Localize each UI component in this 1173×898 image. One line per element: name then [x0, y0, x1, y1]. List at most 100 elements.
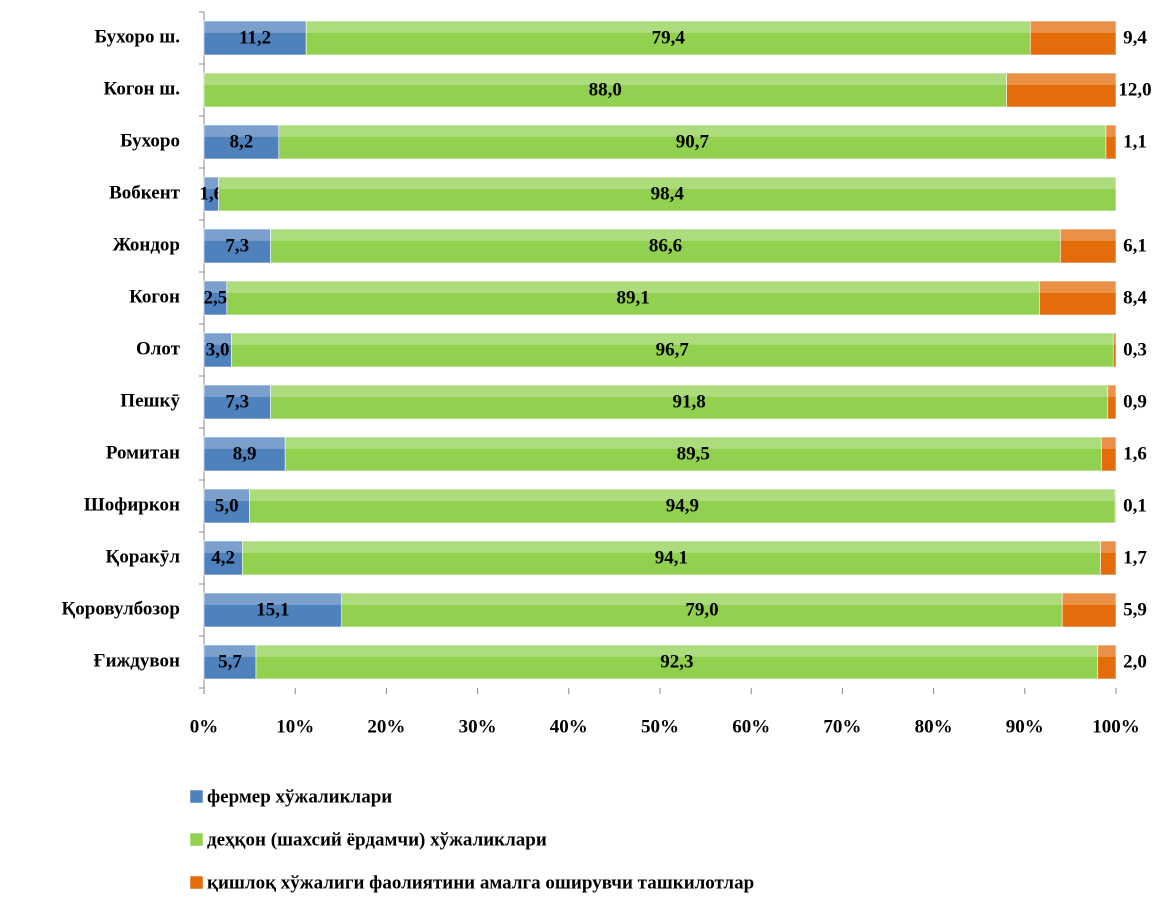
bar-segment — [203, 488, 250, 524]
legend-swatch — [189, 875, 204, 890]
x-tick-label: 90% — [1006, 716, 1044, 737]
bar-highlight — [1062, 593, 1116, 605]
bar-segment — [203, 540, 243, 576]
bar-segment — [1060, 228, 1117, 264]
bar-highlight — [204, 385, 271, 397]
bar-highlight — [285, 437, 1102, 449]
x-tick-label: 50% — [641, 716, 679, 737]
data-label: 15,1 — [256, 599, 289, 620]
data-label: 94,9 — [666, 495, 699, 516]
data-label: 0,1 — [1123, 495, 1147, 516]
data-label: 79,4 — [652, 27, 686, 48]
bar-segment — [1039, 280, 1117, 316]
x-tick-label: 40% — [550, 716, 588, 737]
data-label: 92,3 — [660, 651, 693, 672]
x-tick-label: 20% — [367, 716, 405, 737]
y-tick-label: Когон ш. — [104, 78, 180, 99]
bar-segment — [341, 592, 1063, 628]
bar-segment — [255, 644, 1099, 680]
data-label: 89,1 — [616, 287, 649, 308]
bar-segment — [270, 384, 1109, 420]
bar-highlight — [341, 593, 1063, 605]
data-label: 4,2 — [211, 547, 235, 568]
y-tick-label: Ромитан — [106, 442, 180, 463]
bar-highlight — [1030, 21, 1116, 33]
y-tick-label: Когон — [129, 286, 180, 307]
data-label: 96,7 — [656, 339, 690, 360]
bar-highlight — [218, 177, 1117, 189]
data-label: 7,3 — [225, 391, 249, 412]
bar-segment — [203, 644, 257, 680]
x-tick-label: 30% — [459, 716, 497, 737]
bar-highlight — [204, 541, 243, 553]
data-label: 12,0 — [1118, 79, 1151, 100]
data-label: 0,9 — [1123, 391, 1147, 412]
data-label: 3,0 — [206, 339, 230, 360]
data-label: 1,6 — [199, 183, 223, 204]
bar-highlight — [1115, 489, 1116, 501]
y-tick-label: Бухоро — [120, 130, 180, 151]
data-label: 89,5 — [677, 443, 710, 464]
x-tick-label: 70% — [823, 716, 861, 737]
bar-segment — [231, 332, 1114, 368]
data-label: 7,3 — [225, 235, 249, 256]
bar-segment — [1101, 436, 1117, 472]
bar-highlight — [204, 281, 227, 293]
data-label: 8,9 — [233, 443, 257, 464]
bar-highlight — [231, 333, 1114, 345]
data-label: 86,6 — [649, 235, 682, 256]
bar-segment — [1107, 384, 1117, 420]
data-label: 2,0 — [1123, 651, 1147, 672]
legend-swatch — [189, 789, 204, 804]
bar-highlight — [1100, 541, 1116, 553]
bar-segment — [203, 20, 307, 56]
bar-highlight — [278, 125, 1106, 137]
bar-segment — [1006, 72, 1117, 108]
data-label: 8,4 — [1123, 287, 1147, 308]
bar-highlight — [1039, 281, 1116, 293]
bar-highlight — [226, 281, 1040, 293]
bar-segment — [1100, 540, 1117, 576]
bar-segment — [1105, 124, 1117, 160]
y-tick-label: Қоровулбозор — [61, 598, 180, 619]
bar-highlight — [1107, 385, 1116, 397]
bar-highlight — [204, 437, 286, 449]
bar-highlight — [204, 177, 219, 189]
bar-highlight — [204, 125, 279, 137]
data-label: 0,3 — [1123, 339, 1147, 360]
y-tick-label: Бухоро ш. — [95, 26, 180, 47]
bar-highlight — [1060, 229, 1116, 241]
bar-segment — [203, 72, 1007, 108]
y-tick-label: Пешкӯ — [120, 390, 180, 411]
bar-segment — [203, 228, 271, 264]
bar-highlight — [204, 21, 307, 33]
bar-segment — [278, 124, 1107, 160]
data-label: 94,1 — [655, 547, 688, 568]
bar-highlight — [1105, 125, 1116, 137]
x-tick-label: 60% — [732, 716, 770, 737]
bar-highlight — [242, 541, 1101, 553]
bar-highlight — [270, 229, 1061, 241]
bar-segment — [1097, 644, 1117, 680]
data-label: 91,8 — [673, 391, 706, 412]
bar-highlight — [1113, 333, 1116, 345]
data-label: 1,6 — [1123, 443, 1147, 464]
bar-highlight — [270, 385, 1108, 397]
bar-segment — [218, 176, 1117, 212]
y-tick-label: Жондор — [113, 234, 180, 255]
data-label: 6,1 — [1123, 235, 1147, 256]
bar-highlight — [204, 489, 250, 501]
bar-segment — [1114, 488, 1117, 524]
data-label: 5,7 — [218, 651, 242, 672]
bar-highlight — [1006, 73, 1116, 85]
x-tick-label: 100% — [1092, 716, 1140, 737]
bar-segment — [203, 436, 286, 472]
data-label: 11,2 — [239, 27, 271, 48]
bar-segment — [203, 124, 280, 160]
bar-highlight — [255, 645, 1098, 657]
bar-segment — [284, 436, 1102, 472]
bar-highlight — [306, 21, 1031, 33]
bar-segment — [203, 332, 232, 368]
y-tick-label: Ғиждувон — [93, 650, 180, 671]
